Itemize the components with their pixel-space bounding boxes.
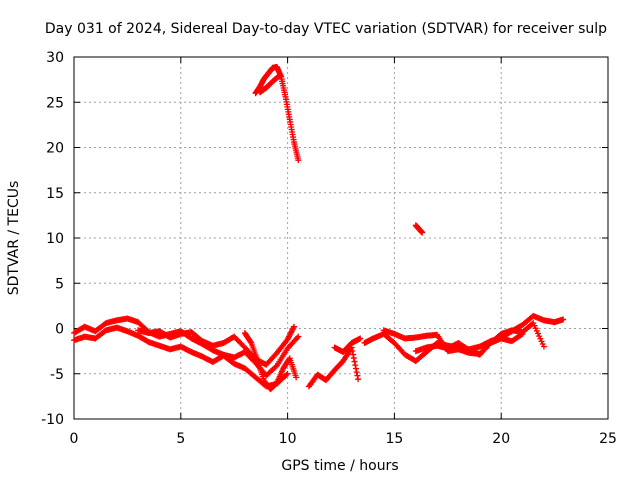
data-point <box>540 343 547 350</box>
y-tick-label: 5 <box>55 276 64 292</box>
data-point <box>349 348 356 355</box>
y-tick-label: 10 <box>46 231 64 247</box>
x-tick-label: 5 <box>176 431 185 447</box>
data-point <box>276 73 283 80</box>
y-tick-label: 15 <box>46 186 64 202</box>
data-point <box>283 371 290 378</box>
data-point <box>295 157 302 164</box>
data-point <box>350 355 357 362</box>
series-arc-high-b <box>256 73 283 96</box>
x-tick-label: 0 <box>70 431 79 447</box>
series-track-d <box>241 330 300 393</box>
y-tick-labels: -10 -5 0 5 10 15 20 25 30 <box>41 50 64 428</box>
data-point <box>293 374 300 381</box>
data-point <box>560 316 567 323</box>
series-arc-high <box>252 63 302 164</box>
x-tick-label: 15 <box>385 431 403 447</box>
y-tick-label: 25 <box>46 95 64 111</box>
x-tick-label: 25 <box>599 431 617 447</box>
y-tick-label: 0 <box>55 322 64 338</box>
y-tick-label: 30 <box>46 50 64 66</box>
data-point <box>519 330 526 337</box>
data-point <box>355 376 362 383</box>
series-track-a <box>71 315 302 379</box>
data-point <box>272 363 279 370</box>
series-blip <box>412 222 426 236</box>
data-point <box>291 323 298 330</box>
chart-title: Day 031 of 2024, Sidereal Day-to-day VTE… <box>45 21 607 37</box>
x-tick-labels: 0 5 10 15 20 25 <box>70 431 617 447</box>
x-tick-label: 10 <box>279 431 297 447</box>
y-tick-label: -5 <box>50 367 64 383</box>
data-point <box>419 229 426 236</box>
series-track-i <box>412 330 526 358</box>
data-point <box>294 334 301 341</box>
data-point <box>518 331 525 338</box>
data-point <box>247 338 254 345</box>
data-point <box>357 335 364 342</box>
data-point <box>353 369 360 376</box>
x-tick-label: 20 <box>492 431 510 447</box>
series-track-e <box>305 344 362 390</box>
data-point <box>352 362 359 369</box>
y-axis-label: SDTVAR / TECUs <box>6 181 22 296</box>
series-track-f <box>331 335 364 356</box>
series-track-b <box>71 324 291 390</box>
data-point <box>284 370 291 377</box>
data-point <box>350 351 357 358</box>
y-tick-label: -10 <box>41 412 64 428</box>
axis-ticks <box>73 56 609 420</box>
data-point <box>295 333 302 340</box>
y-tick-label: 20 <box>46 141 64 157</box>
data-point <box>351 358 358 365</box>
data-point <box>354 372 361 379</box>
data-points <box>71 63 567 393</box>
data-point <box>352 365 359 372</box>
x-axis-label: GPS time / hours <box>281 458 398 474</box>
